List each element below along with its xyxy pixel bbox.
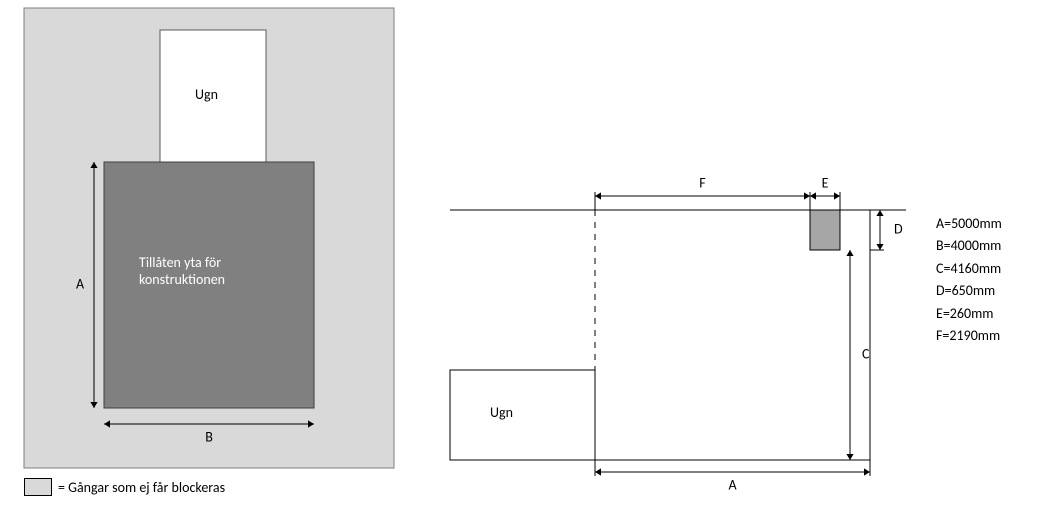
legend-text: = Gångar som ej får blockeras <box>58 479 225 496</box>
dim-C: C=4160mm <box>936 258 1002 280</box>
oven-label-left: Ugn <box>195 86 218 103</box>
svg-text:B: B <box>205 428 213 445</box>
dimension-list: A=5000mm B=4000mm C=4160mm D=650mm E=260… <box>936 213 1002 347</box>
svg-text:A: A <box>728 476 737 493</box>
svg-text:E: E <box>822 174 829 191</box>
dim-E: E=260mm <box>936 303 1002 325</box>
svg-text:C: C <box>862 345 870 362</box>
dim-F: F=2190mm <box>936 325 1002 347</box>
svg-text:D: D <box>894 220 903 237</box>
allowed-area-label: Tillåten yta för konstruktionen <box>139 254 299 288</box>
diagram-canvas: A B F E D C A Ugn Tillåten yta för konstruktio… <box>0 0 1046 515</box>
dim-A: A=5000mm <box>936 213 1002 235</box>
legend: = Gångar som ej får blockeras <box>24 478 225 496</box>
svg-text:A: A <box>76 275 85 292</box>
svg-text:F: F <box>699 174 706 191</box>
legend-swatch <box>24 478 52 496</box>
dim-B: B=4000mm <box>936 235 1002 257</box>
dim-D: D=650mm <box>936 280 1002 302</box>
oven-label-right: Ugn <box>490 404 513 421</box>
